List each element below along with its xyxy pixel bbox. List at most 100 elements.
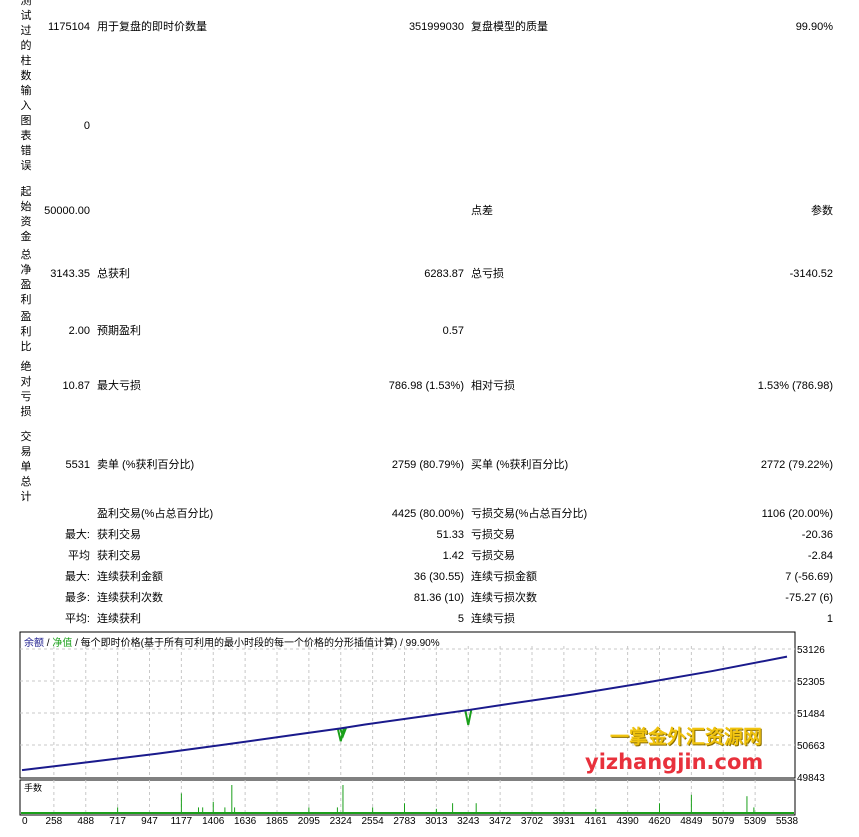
row-label: 预期盈利 <box>97 325 141 337</box>
row-side-label: 起始资金 <box>20 186 32 243</box>
x-tick-label: 717 <box>109 816 126 827</box>
stat-label: 盈利交易(%占总百分比) <box>97 508 214 520</box>
x-tick-label: 1865 <box>266 816 289 827</box>
stat-label: 连续获利次数 <box>97 592 163 604</box>
x-tick-label: 3013 <box>425 816 448 827</box>
row-label: 总亏损 <box>471 268 504 280</box>
balance-line <box>21 655 788 772</box>
stat-value: 5 <box>457 613 464 625</box>
row-label: 买单 (%获利百分比) <box>471 459 569 471</box>
y-tick-label: 51484 <box>797 709 825 720</box>
row-value: -3140.52 <box>789 268 833 280</box>
row-label: 复盘模型的质量 <box>471 21 548 33</box>
stat-label: 亏损交易(%占总百分比) <box>471 508 588 520</box>
x-tick-label: 947 <box>141 816 158 827</box>
stat-value: 1 <box>826 613 833 625</box>
x-tick-label: 3702 <box>521 816 544 827</box>
y-tick-label: 52305 <box>797 677 825 688</box>
volume-label: 手数 <box>24 782 42 793</box>
stat-label: 获利交易 <box>97 550 141 562</box>
stat-value: 51.33 <box>436 529 464 541</box>
x-tick-label: 4390 <box>617 816 640 827</box>
row-value: 2759 (80.79%) <box>391 459 464 471</box>
x-tick-label: 4620 <box>648 816 671 827</box>
equity-dip <box>339 727 347 739</box>
volume-baseline <box>21 812 794 814</box>
stat-label: 连续获利 <box>97 613 141 625</box>
row-value: 50000.00 <box>44 205 90 217</box>
stat-value: 4425 (80.00%) <box>391 508 464 520</box>
row-value: 0.57 <box>442 325 464 337</box>
stat-prefix: 最多: <box>64 592 90 604</box>
legend-equity: 净值 <box>52 636 72 649</box>
stat-value: -2.84 <box>807 550 833 562</box>
x-tick-label: 5079 <box>712 816 735 827</box>
stat-label: 亏损交易 <box>471 529 515 541</box>
watermark-cn: 一掌金外汇资源网 <box>610 726 763 748</box>
row-value: 10.87 <box>62 380 90 392</box>
stat-label: 连续亏损金额 <box>471 571 537 583</box>
stat-label: 连续获利金额 <box>97 571 163 583</box>
x-tick-label: 5309 <box>744 816 767 827</box>
row-value: 99.90% <box>795 21 833 33</box>
x-tick-label: 5538 <box>776 816 799 827</box>
stat-prefix: 最大: <box>64 529 90 541</box>
y-tick-label: 50663 <box>797 741 825 752</box>
stat-value: 1106 (20.00%) <box>761 508 833 520</box>
stat-prefix: 平均 <box>68 550 90 562</box>
legend-balance: 余额 <box>24 636 44 649</box>
x-tick-label: 2554 <box>362 816 385 827</box>
x-tick-label: 0 <box>22 816 28 827</box>
row-value: 5531 <box>65 459 90 471</box>
x-tick-label: 3472 <box>489 816 512 827</box>
row-label: 卖单 (%获利百分比) <box>97 459 195 471</box>
x-tick-label: 258 <box>46 816 63 827</box>
stat-value: 1.42 <box>442 550 464 562</box>
x-tick-label: 4849 <box>680 816 703 827</box>
balance-chart: 53126 52305 51484 50663 49843 0 258 488 717 947 11… <box>19 631 825 827</box>
row-side-label: 交易单总计 <box>20 431 32 503</box>
stat-value: -75.27 (6) <box>785 592 833 604</box>
row-label: 相对亏损 <box>471 380 515 392</box>
row-value: 参数 <box>811 205 833 217</box>
x-tick-label: 3243 <box>457 816 480 827</box>
row-value: 2.00 <box>68 325 90 337</box>
row-value: 1.53% (786.98) <box>757 380 833 392</box>
row-side-label: 绝对亏损 <box>20 361 32 418</box>
x-tick-label: 2095 <box>298 816 321 827</box>
row-side-label: 盈利比 <box>20 311 32 353</box>
x-tick-label: 1406 <box>202 816 225 827</box>
watermark-url: yizhangjin.com <box>585 750 764 774</box>
equity-dip <box>464 709 473 726</box>
legend-sep: / <box>44 638 52 649</box>
row-value: 0 <box>83 120 90 132</box>
row-value: 786.98 (1.53%) <box>388 380 464 392</box>
y-tick-label: 49843 <box>797 773 825 784</box>
row-label: 用于复盘的即时价数量 <box>97 21 207 33</box>
x-tick-label: 4161 <box>585 816 608 827</box>
row-label: 点差 <box>471 205 493 217</box>
x-tick-label: 488 <box>77 816 94 827</box>
x-tick-label: 2783 <box>393 816 416 827</box>
stat-label: 获利交易 <box>97 529 141 541</box>
stat-prefix: 平均: <box>64 613 90 625</box>
row-value: 351999030 <box>408 21 464 33</box>
legend-rest: / 每个即时价格(基于所有可利用的最小时段的每一个价格的分形插值计算) / 99… <box>72 636 439 649</box>
row-label: 总获利 <box>97 268 130 280</box>
row-value: 1175104 <box>47 21 90 33</box>
stat-label: 亏损交易 <box>471 550 515 562</box>
stat-label: 连续亏损次数 <box>471 592 537 604</box>
x-tick-label: 1636 <box>234 816 257 827</box>
stat-prefix: 最大: <box>64 571 90 583</box>
stat-value: -20.36 <box>801 529 833 541</box>
row-side-label: 输入图表错误 <box>20 85 32 172</box>
volume-frame <box>19 779 796 816</box>
y-tick-label: 53126 <box>797 645 825 656</box>
row-side-label: 总净盈利 <box>20 249 32 306</box>
x-tick-label: 2324 <box>330 816 353 827</box>
x-tick-label: 1177 <box>171 816 193 827</box>
row-side-label: 测试过的柱数 <box>20 0 32 82</box>
stat-value: 7 (-56.69) <box>785 571 833 583</box>
row-value: 3143.35 <box>50 268 90 280</box>
stat-value: 81.36 (10) <box>413 592 464 604</box>
